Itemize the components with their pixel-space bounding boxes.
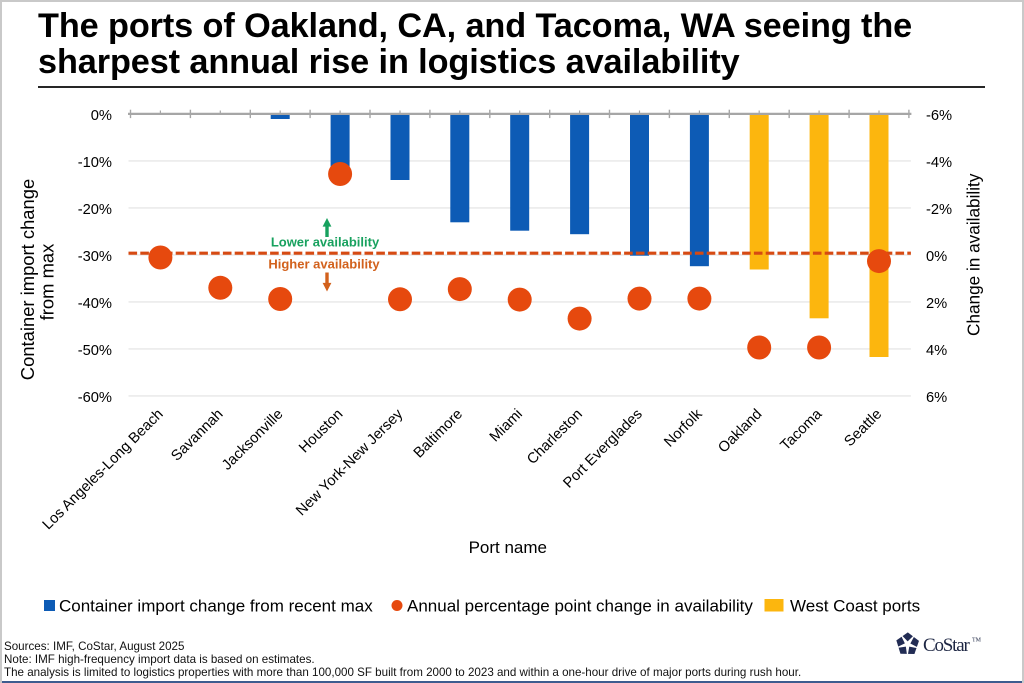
svg-text:Annual percentage point change: Annual percentage point change in availa…	[407, 597, 753, 616]
svg-text:6%: 6%	[926, 390, 947, 406]
svg-text:West Coast ports: West Coast ports	[790, 597, 920, 616]
svg-text:Container import change: Container import change	[17, 179, 38, 380]
svg-text:Lower availability: Lower availability	[271, 235, 380, 250]
svg-text:Port name: Port name	[469, 538, 547, 557]
svg-text:Higher availability: Higher availability	[268, 257, 380, 272]
svg-text:-60%: -60%	[78, 390, 112, 406]
svg-text:0%: 0%	[91, 108, 112, 124]
svg-text:-6%: -6%	[926, 108, 952, 124]
svg-text:0%: 0%	[926, 249, 947, 265]
svg-text:-30%: -30%	[78, 249, 112, 265]
svg-text:4%: 4%	[926, 343, 947, 359]
svg-text:-10%: -10%	[78, 155, 112, 171]
svg-text:2%: 2%	[926, 296, 947, 312]
svg-text:CoStar: CoStar	[923, 635, 970, 656]
svg-text:-4%: -4%	[926, 155, 952, 171]
svg-text:from max: from max	[37, 244, 58, 321]
svg-text:-2%: -2%	[926, 202, 952, 218]
svg-text:-40%: -40%	[78, 296, 112, 312]
svg-text:Container import change from r: Container import change from recent max	[59, 597, 373, 616]
svg-text:-20%: -20%	[78, 202, 112, 218]
svg-text:TM: TM	[972, 638, 982, 644]
svg-text:Change in availability: Change in availability	[964, 173, 984, 336]
svg-text:-50%: -50%	[78, 343, 112, 359]
